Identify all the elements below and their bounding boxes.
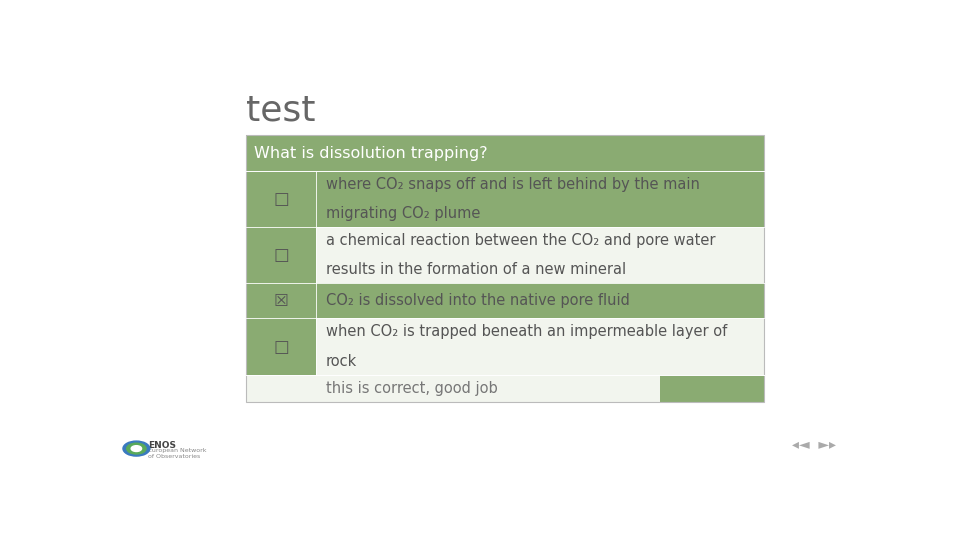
Text: □: □: [274, 338, 289, 355]
Bar: [247, 136, 763, 171]
Text: where CO₂ snaps off and is left behind by the main: where CO₂ snaps off and is left behind b…: [326, 177, 700, 192]
Text: European Network
of Observatories: European Network of Observatories: [148, 448, 206, 459]
Text: results in the formation of a new mineral: results in the formation of a new minera…: [326, 262, 626, 277]
Text: ☒: ☒: [274, 292, 289, 310]
Text: a chemical reaction between the CO₂ and pore water: a chemical reaction between the CO₂ and …: [326, 233, 715, 248]
Text: test: test: [247, 94, 316, 128]
Bar: [247, 319, 763, 375]
Text: this is correct, good job: this is correct, good job: [326, 381, 497, 396]
Bar: [247, 227, 316, 283]
Bar: [247, 136, 763, 402]
Bar: [247, 319, 316, 375]
Bar: [247, 171, 316, 227]
Text: rock: rock: [326, 354, 357, 369]
Text: □: □: [274, 190, 289, 208]
Text: ◂◄  ►▸: ◂◄ ►▸: [792, 438, 836, 453]
Text: ENOS: ENOS: [148, 441, 177, 450]
Bar: [247, 283, 316, 319]
Bar: [660, 375, 763, 402]
Text: □: □: [274, 246, 289, 264]
Text: migrating CO₂ plume: migrating CO₂ plume: [326, 206, 480, 221]
Text: when CO₂ is trapped beneath an impermeable layer of: when CO₂ is trapped beneath an impermeab…: [326, 325, 728, 340]
Text: CO₂ is dissolved into the native pore fluid: CO₂ is dissolved into the native pore fl…: [326, 293, 630, 308]
Bar: [247, 283, 763, 319]
Bar: [247, 227, 763, 283]
Circle shape: [127, 443, 146, 454]
Circle shape: [132, 446, 141, 451]
Bar: [247, 375, 763, 402]
Circle shape: [123, 441, 150, 456]
Text: What is dissolution trapping?: What is dissolution trapping?: [253, 146, 488, 161]
Bar: [247, 171, 763, 227]
